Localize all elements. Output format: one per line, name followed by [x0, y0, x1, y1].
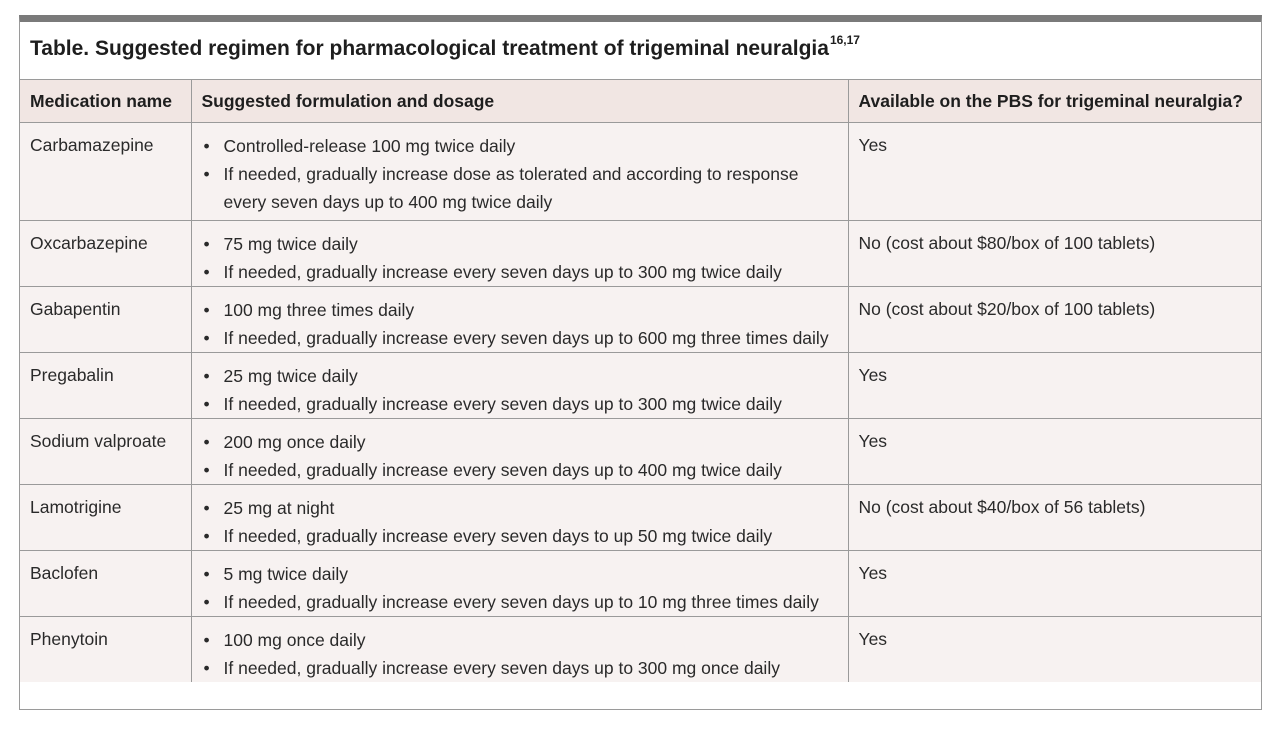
header-medication: Medication name — [20, 80, 192, 123]
table-row: Pregabalin 25 mg twice daily If needed, … — [20, 352, 1261, 419]
medication-name: Pregabalin — [20, 352, 192, 419]
dosage-cell: 100 mg three times daily If needed, grad… — [190, 286, 849, 353]
pbs-status: No (cost about $20/box of 100 tablets) — [847, 286, 1261, 353]
dose-text: 100 mg three times daily — [223, 300, 415, 320]
dose-text: Controlled-release 100 mg twice daily — [223, 136, 516, 156]
dose-text: 25 mg at night — [223, 498, 335, 518]
dose-item: 25 mg twice daily — [202, 362, 838, 390]
dosage-cell: Controlled-release 100 mg twice daily If… — [190, 122, 849, 221]
table-title: Table. Suggested regimen for pharmacolog… — [30, 37, 829, 60]
dose-text: 25 mg twice daily — [223, 366, 358, 386]
dose-item: 75 mg twice daily — [202, 230, 838, 258]
table-row: Carbamazepine Controlled-release 100 mg … — [20, 122, 1261, 221]
title-reference: 16,17 — [829, 33, 860, 47]
dose-text-continued: every seven days up to 400 mg twice dail… — [223, 192, 553, 212]
dose-item: 100 mg three times daily — [202, 296, 838, 324]
dose-text: If needed, gradually increase every seve… — [223, 262, 782, 282]
dose-item: If needed, gradually increase every seve… — [202, 390, 838, 418]
dose-text: 200 mg once daily — [223, 432, 366, 452]
dose-item: If needed, gradually increase every seve… — [202, 456, 838, 484]
dosage-cell: 200 mg once daily If needed, gradually i… — [190, 418, 849, 485]
header-formulation: Suggested formulation and dosage — [190, 80, 849, 123]
dose-text: 75 mg twice daily — [223, 234, 358, 254]
dose-text: If needed, gradually increase every seve… — [223, 460, 782, 480]
dosage-cell: 100 mg once daily If needed, gradually i… — [190, 616, 849, 682]
dose-item: Controlled-release 100 mg twice daily — [202, 132, 838, 160]
medication-name: Gabapentin — [20, 286, 192, 353]
dose-text: 5 mg twice daily — [223, 564, 349, 584]
dose-item: If needed, gradually increase every seve… — [202, 522, 838, 550]
dose-item: If needed, gradually increase every seve… — [202, 654, 838, 682]
medication-name: Carbamazepine — [20, 122, 192, 221]
dose-item: If needed, gradually increase every seve… — [202, 258, 838, 286]
regimen-table: Medication name Suggested formulation an… — [20, 80, 1261, 682]
table-row: Oxcarbazepine 75 mg twice daily If neede… — [20, 220, 1261, 287]
medication-name: Sodium valproate — [20, 418, 192, 485]
dose-item: 200 mg once daily — [202, 428, 838, 456]
table-row: Lamotrigine 25 mg at night If needed, gr… — [20, 484, 1261, 551]
dosage-cell: 75 mg twice daily If needed, gradually i… — [190, 220, 849, 287]
dose-item: 25 mg at night — [202, 494, 838, 522]
pbs-status: Yes — [847, 352, 1261, 419]
table-caption: Table. Suggested regimen for pharmacolog… — [20, 22, 1261, 80]
pbs-status: Yes — [847, 616, 1261, 682]
medication-name: Oxcarbazepine — [20, 220, 192, 287]
medication-name: Phenytoin — [20, 616, 192, 682]
dose-item: If needed, gradually increase dose as to… — [202, 160, 838, 216]
dose-text: If needed, gradually increase dose as to… — [223, 164, 799, 184]
dose-text: 100 mg once daily — [223, 630, 366, 650]
table-row: Gabapentin 100 mg three times daily If n… — [20, 286, 1261, 353]
dose-text: If needed, gradually increase every seve… — [223, 592, 819, 612]
dose-item: If needed, gradually increase every seve… — [202, 588, 838, 616]
dose-item: 5 mg twice daily — [202, 560, 838, 588]
dose-text: If needed, gradually increase every seve… — [223, 526, 773, 546]
dose-item: 100 mg once daily — [202, 626, 838, 654]
pbs-status: Yes — [847, 550, 1261, 617]
dose-text: If needed, gradually increase every seve… — [223, 328, 829, 348]
table-row: Sodium valproate 200 mg once daily If ne… — [20, 418, 1261, 485]
pbs-status: Yes — [847, 122, 1261, 221]
dose-text: If needed, gradually increase every seve… — [223, 394, 782, 414]
dosage-cell: 25 mg at night If needed, gradually incr… — [190, 484, 849, 551]
dose-item: If needed, gradually increase every seve… — [202, 324, 838, 352]
header-row: Medication name Suggested formulation an… — [20, 80, 1261, 123]
pbs-status: Yes — [847, 418, 1261, 485]
dosage-cell: 5 mg twice daily If needed, gradually in… — [190, 550, 849, 617]
medication-name: Baclofen — [20, 550, 192, 617]
table-row: Phenytoin 100 mg once daily If needed, g… — [20, 616, 1261, 682]
medication-name: Lamotrigine — [20, 484, 192, 551]
dose-text: If needed, gradually increase every seve… — [223, 658, 780, 678]
pbs-status: No (cost about $40/box of 56 tablets) — [847, 484, 1261, 551]
dosage-cell: 25 mg twice daily If needed, gradually i… — [190, 352, 849, 419]
table-frame: Table. Suggested regimen for pharmacolog… — [19, 15, 1262, 710]
pbs-status: No (cost about $80/box of 100 tablets) — [847, 220, 1261, 287]
table-row: Baclofen 5 mg twice daily If needed, gra… — [20, 550, 1261, 617]
header-pbs: Available on the PBS for trigeminal neur… — [847, 80, 1261, 123]
